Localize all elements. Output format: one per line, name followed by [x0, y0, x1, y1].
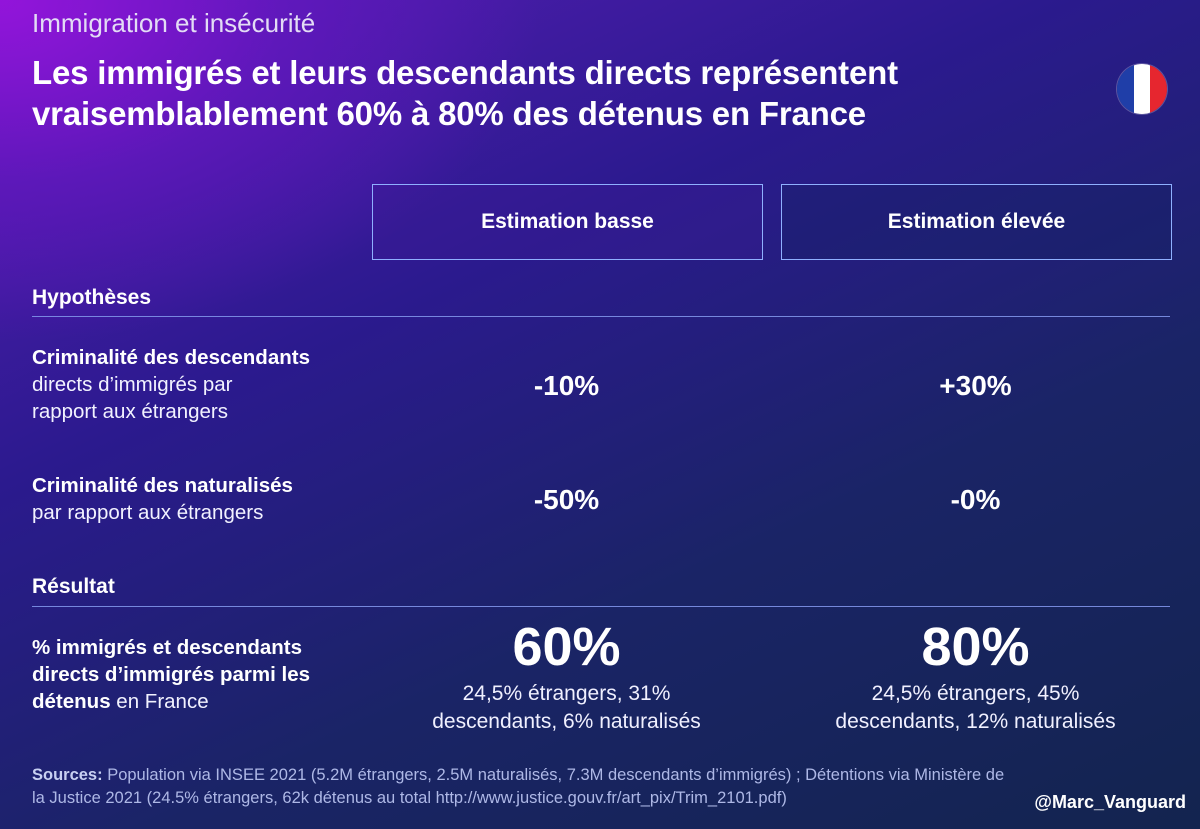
- result-value-low: 60%: [512, 617, 621, 677]
- france-flag-icon: [1117, 64, 1167, 114]
- section-result: Résultat: [32, 575, 115, 598]
- row-label-bold: % immigrés et descendants: [32, 636, 303, 659]
- sources-line-2: la Justice 2021 (24.5% étrangers, 62k dé…: [32, 789, 787, 807]
- sources-label: Sources:: [32, 766, 103, 784]
- section-hypotheses: Hypothèses: [32, 286, 152, 309]
- row-label-bold: Criminalité des descendants: [32, 346, 310, 369]
- column-header-low: Estimation basse: [372, 184, 763, 260]
- row-label-line: directs d’immigrés par: [32, 373, 233, 396]
- title-line-1: Les immigrés et leurs descendants direct…: [32, 54, 898, 91]
- kicker: Immigration et insécurité: [32, 8, 316, 38]
- result-detail-line: 24,5% étrangers, 45%: [871, 682, 1080, 705]
- row-label-tail: en France: [110, 690, 209, 713]
- result-detail-high: 24,5% étrangers, 45% descendants, 12% na…: [781, 680, 1170, 736]
- flag-red-stripe: [1150, 64, 1167, 114]
- divider-result: [32, 606, 1170, 607]
- value-naturalized-low: -50%: [533, 484, 600, 515]
- flag-white-stripe: [1133, 64, 1151, 114]
- value-naturalized-high: -0%: [950, 484, 1001, 515]
- result-detail-line: 24,5% étrangers, 31%: [462, 682, 671, 705]
- row-label-naturalized: Criminalité des naturalisés par rapport …: [32, 472, 293, 526]
- row-label-bold: détenus: [32, 690, 111, 713]
- result-value-high: 80%: [921, 617, 1030, 677]
- divider-hypotheses: [32, 316, 1170, 317]
- row-label-bold: directs d’immigrés parmi les: [32, 663, 311, 686]
- result-detail-low: 24,5% étrangers, 31% descendants, 6% nat…: [372, 680, 761, 736]
- title-line-2: vraisemblablement 60% à 80% des détenus …: [32, 95, 866, 132]
- row-label-result: % immigrés et descendants directs d’immi…: [32, 634, 310, 715]
- sources-line-1: Population via INSEE 2021 (5.2M étranger…: [102, 766, 1005, 784]
- value-descendants-high: +30%: [939, 370, 1012, 401]
- row-label-line: par rapport aux étrangers: [32, 501, 264, 524]
- result-detail-line: descendants, 12% naturalisés: [835, 710, 1116, 733]
- row-label-descendants: Criminalité des descendants directs d’im…: [32, 344, 310, 425]
- page-title: Les immigrés et leurs descendants direct…: [32, 52, 1072, 134]
- row-label-line: rapport aux étrangers: [32, 400, 229, 423]
- author-handle: @Marc_Vanguard: [1034, 792, 1186, 812]
- sources-note: Sources: Population via INSEE 2021 (5.2M…: [32, 764, 1172, 810]
- flag-blue-stripe: [1117, 64, 1134, 114]
- result-detail-line: descendants, 6% naturalisés: [432, 710, 701, 733]
- row-label-bold: Criminalité des naturalisés: [32, 474, 293, 497]
- value-descendants-low: -10%: [533, 370, 600, 401]
- column-header-high: Estimation élevée: [781, 184, 1172, 260]
